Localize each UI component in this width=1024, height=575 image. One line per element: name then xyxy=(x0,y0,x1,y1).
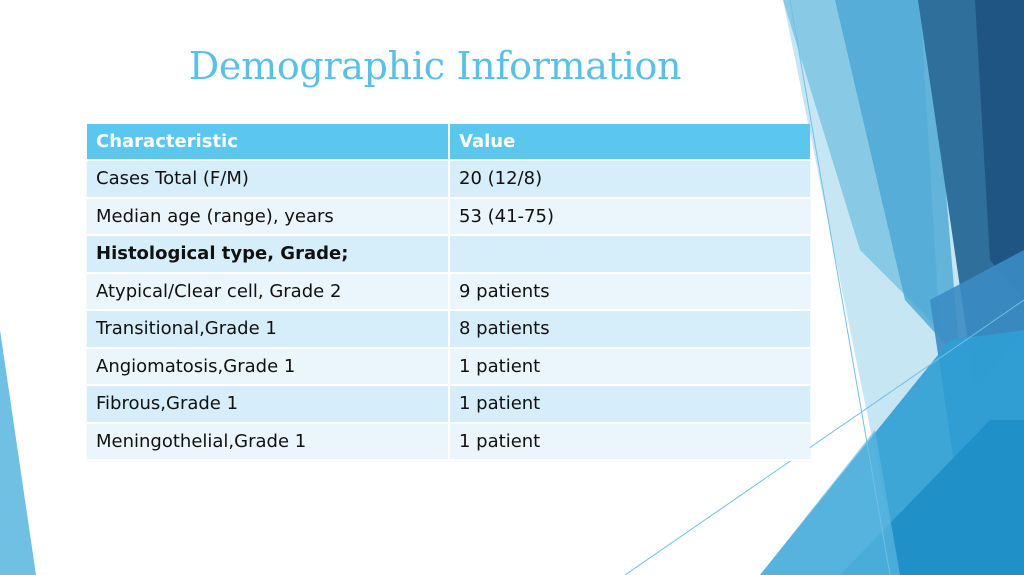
thin-line-cross xyxy=(624,299,1024,575)
slide-title: Demographic Information xyxy=(188,44,682,88)
table-row: Atypical/Clear cell, Grade 2 9 patients xyxy=(87,273,810,311)
cell-value: 8 patients xyxy=(450,311,810,349)
table-row: Angiomatosis,Grade 1 1 patient xyxy=(87,348,810,386)
cell-characteristic: Cases Total (F/M) xyxy=(87,161,450,199)
facet-light-bottom-left xyxy=(760,430,900,575)
cell-characteristic: Transitional,Grade 1 xyxy=(87,311,450,349)
header-characteristic: Characteristic xyxy=(87,124,450,161)
thin-line-diagonal xyxy=(789,0,891,575)
facet-left-edge xyxy=(0,330,36,575)
header-value: Value xyxy=(450,124,810,161)
table-row: Transitional,Grade 1 8 patients xyxy=(87,311,810,349)
facet-mid-blue xyxy=(835,0,960,360)
table-row: Meningothelial,Grade 1 1 patient xyxy=(87,423,810,461)
cell-characteristic: Median age (range), years xyxy=(87,198,450,236)
cell-characteristic: Meningothelial,Grade 1 xyxy=(87,423,450,461)
cell-value: 1 patient xyxy=(450,348,810,386)
cell-characteristic: Atypical/Clear cell, Grade 2 xyxy=(87,273,450,311)
table-header-row: Characteristic Value xyxy=(87,124,810,161)
table-row: Histological type, Grade; xyxy=(87,236,810,274)
cell-value: 9 patients xyxy=(450,273,810,311)
table-row: Cases Total (F/M) 20 (12/8) xyxy=(87,161,810,199)
cell-characteristic: Fibrous,Grade 1 xyxy=(87,386,450,424)
cell-value: 1 patient xyxy=(450,386,810,424)
table-row: Median age (range), years 53 (41-75) xyxy=(87,198,810,236)
table-row: Fibrous,Grade 1 1 patient xyxy=(87,386,810,424)
cell-characteristic: Angiomatosis,Grade 1 xyxy=(87,348,450,386)
demographic-table: Characteristic Value Cases Total (F/M) 2… xyxy=(87,124,810,461)
cell-value xyxy=(450,236,810,274)
cell-characteristic: Histological type, Grade; xyxy=(87,236,450,274)
cell-value: 53 (41-75) xyxy=(450,198,810,236)
cell-value: 20 (12/8) xyxy=(450,161,810,199)
facet-navy xyxy=(975,0,1024,300)
cell-value: 1 patient xyxy=(450,423,810,461)
